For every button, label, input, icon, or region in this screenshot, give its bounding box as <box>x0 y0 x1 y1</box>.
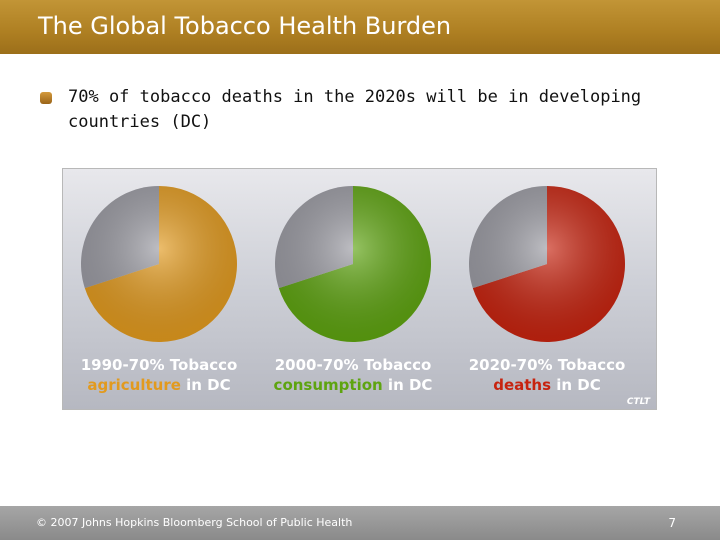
pie-shading-3 <box>469 186 625 342</box>
title-bar: The Global Tobacco Health Burden <box>0 0 720 54</box>
pie-caption-highlight-1: agriculture <box>87 376 181 394</box>
pie-charts-svg: 1990-70% Tobacco agriculture in DC 2000-70… <box>81 186 651 407</box>
pie-caption-line1-2: 2000-70% Tobacco <box>275 356 432 374</box>
footer-copyright: © 2007 Johns Hopkins Bloomberg School of… <box>36 516 353 529</box>
pie-caption-line1-1: 1990-70% Tobacco <box>81 356 238 374</box>
pie-caption-rest-1: in DC <box>181 376 231 394</box>
slide-title: The Global Tobacco Health Burden <box>38 12 452 40</box>
pie-caption-line1-3: 2020-70% Tobacco <box>469 356 626 374</box>
pie-caption-highlight-3: deaths <box>493 376 551 394</box>
pie-caption-line2-2: consumption in DC <box>274 376 433 394</box>
pie-caption-line2-3: deaths in DC <box>493 376 601 394</box>
pie-caption-highlight-2: consumption <box>274 376 383 394</box>
footer-bar: © 2007 Johns Hopkins Bloomberg School of… <box>0 506 720 540</box>
pie-caption-line2-1: agriculture in DC <box>87 376 230 394</box>
pie-shading-1 <box>81 186 237 342</box>
pie-caption-rest-3: in DC <box>551 376 601 394</box>
bullet-icon <box>40 92 52 104</box>
pie-shading-2 <box>275 186 431 342</box>
ctlt-watermark: CTLT <box>627 397 651 407</box>
pie-charts-figure: 1990-70% Tobacco agriculture in DC 2000-70… <box>62 168 657 410</box>
bullet-text: 70% of tobacco deaths in the 2020s will … <box>68 87 642 132</box>
page-number: 7 <box>668 516 676 530</box>
pie-caption-rest-2: in DC <box>383 376 433 394</box>
